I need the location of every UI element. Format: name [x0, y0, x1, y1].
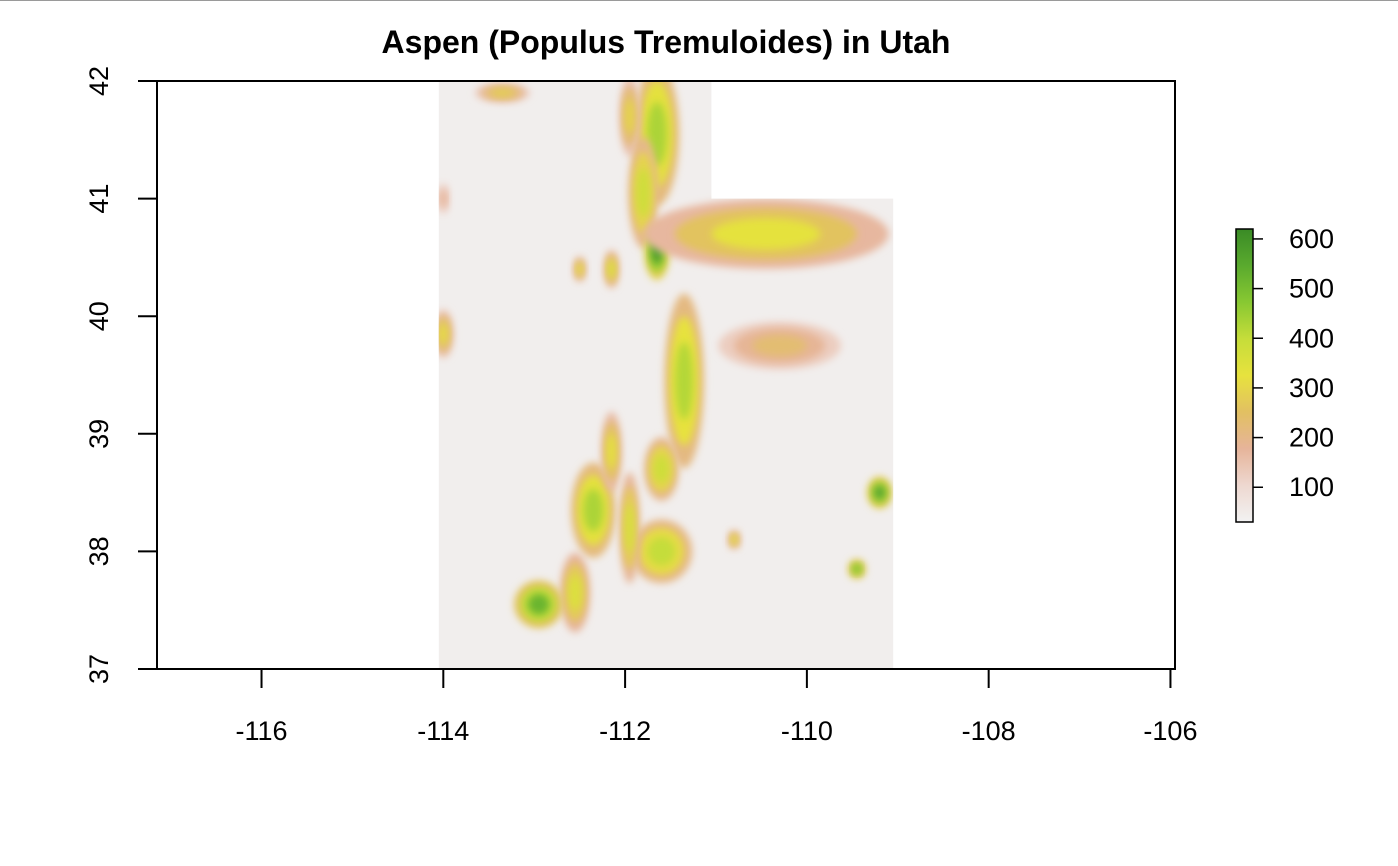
- y-tick-label-2: 39: [84, 419, 114, 449]
- raster-region-8-layer-2: [608, 260, 615, 278]
- x-tick-label-1: -114: [417, 716, 469, 746]
- x-tick-label-4: -108: [962, 716, 1016, 746]
- legend-tick-label-5: 600: [1289, 224, 1334, 254]
- raster-region-19-layer-2: [731, 535, 737, 544]
- legend-colorbar: [1236, 229, 1253, 522]
- x-tick-label-3: -110: [781, 716, 833, 746]
- raster-region-5-layer-2: [711, 218, 821, 250]
- x-tick-label-5: -106: [1143, 716, 1197, 746]
- x-tick-label-2: -112: [599, 716, 651, 746]
- raster-region-11-layer-2: [653, 454, 670, 484]
- chart-title: Aspen (Populus Tremuloides) in Utah: [382, 24, 951, 60]
- legend-colorbar-border: [1235, 228, 1254, 523]
- raster-region-3-layer-2: [636, 168, 650, 218]
- y-tick-label-4: 41: [84, 184, 114, 214]
- raster-region-14-layer-2: [527, 593, 550, 615]
- raster-region-1-layer-2: [625, 98, 635, 134]
- raster-region-20-layer-2: [576, 263, 583, 275]
- y-tick-label-0: 37: [84, 654, 114, 684]
- y-tick-label-5: 42: [84, 66, 114, 96]
- x-tick-label-0: -116: [236, 716, 288, 746]
- raster-region-10-layer-2: [583, 489, 604, 532]
- raster-region-13-layer-2: [568, 574, 582, 611]
- raster-region-16-layer-2: [607, 433, 616, 470]
- raster-region-2-layer-2: [490, 88, 515, 97]
- legend-tick-label-3: 400: [1289, 323, 1334, 353]
- raster-region-15-layer-2: [625, 503, 635, 553]
- raster-region-17-layer-2: [874, 485, 886, 500]
- raster-region-6-layer-2: [675, 342, 693, 420]
- legend-tick-label-0: 100: [1289, 472, 1334, 502]
- raster-region-9-layer-2: [438, 323, 448, 345]
- raster-regions: [438, 81, 892, 633]
- raster-region-21-layer-2: [440, 191, 447, 206]
- legend-tick-label-2: 300: [1289, 373, 1334, 403]
- raster-region-18-layer-2: [853, 564, 861, 574]
- legend-tick-label-1: 200: [1289, 423, 1334, 453]
- y-tick-label-1: 38: [84, 536, 114, 566]
- raster-region-7-layer-2: [752, 335, 807, 357]
- raster-region-12-layer-2: [647, 537, 676, 566]
- legend-tick-label-4: 500: [1289, 274, 1334, 304]
- top-border-line: [0, 0, 1398, 1]
- y-tick-label-3: 40: [84, 301, 114, 331]
